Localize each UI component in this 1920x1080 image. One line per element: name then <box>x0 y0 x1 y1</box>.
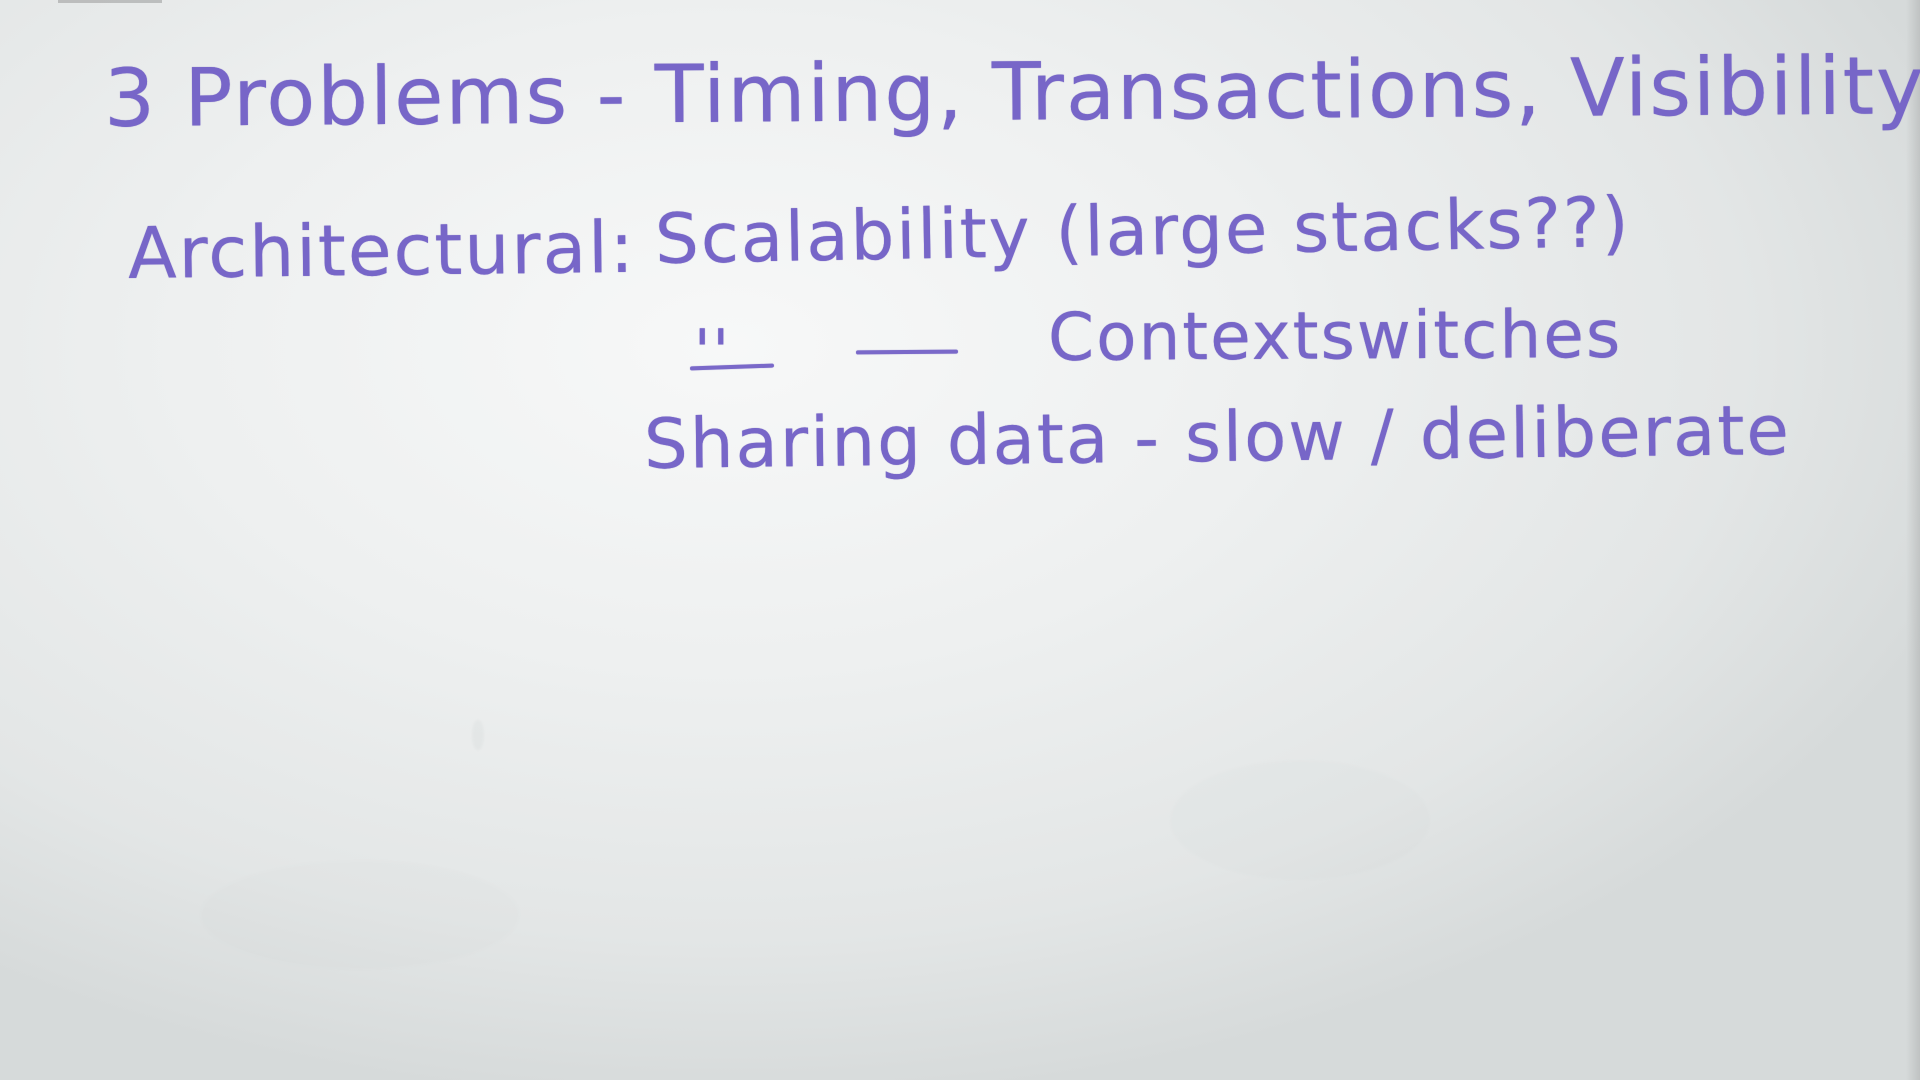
architectural-label: Architectural: <box>127 205 637 295</box>
scalability-note: Scalability (large stacks??) <box>654 182 1632 280</box>
ditto-mark: '' <box>694 317 731 387</box>
board-right-edge <box>1906 0 1920 1080</box>
whiteboard-smudge <box>200 860 520 970</box>
heading-three-problems: 3 Problems - Timing, Transactions, Visib… <box>103 39 1920 145</box>
ditto-dash-right <box>855 349 959 355</box>
board-top-mark <box>58 0 162 3</box>
whiteboard-smudge <box>1170 760 1430 880</box>
context-switches-note: Contextswitches <box>1047 295 1623 376</box>
sharing-data-note: Sharing data - slow / deliberate <box>643 390 1792 485</box>
whiteboard-smudge <box>472 720 484 750</box>
